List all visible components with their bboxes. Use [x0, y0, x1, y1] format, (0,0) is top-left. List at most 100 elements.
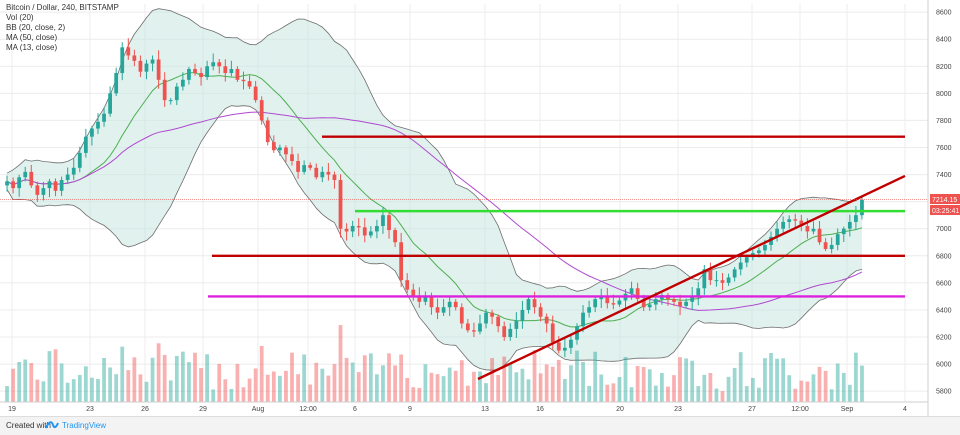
- candle-body: [405, 280, 410, 290]
- candle-body: [835, 234, 840, 245]
- created-with-label: Created with: [6, 421, 51, 430]
- volume-bar: [108, 367, 112, 402]
- symbol-title[interactable]: Bitcoin / Dollar, 240, BITSTAMP: [6, 3, 119, 12]
- volume-bar: [168, 380, 173, 402]
- volume-bar: [120, 346, 125, 402]
- time-axis[interactable]: 19 23 26 29 Aug 12:00 6 9 13 16 20 23 27 12:00 Sep 4: [0, 401, 928, 413]
- candle-body: [59, 179, 64, 191]
- legend-vol[interactable]: Vol (20): [6, 13, 34, 22]
- candle-body: [490, 312, 494, 317]
- price-tick-label: 6000: [936, 362, 952, 369]
- candle-body: [860, 199, 864, 216]
- volume-bar: [71, 379, 76, 402]
- price-tick-label: 7600: [936, 145, 952, 152]
- candle-body: [514, 320, 519, 329]
- legend-bb[interactable]: BB (20, close, 2): [6, 23, 66, 32]
- candle-body: [144, 63, 149, 72]
- candle-body: [744, 257, 749, 263]
- legend-ma13[interactable]: MA (13, close): [6, 43, 58, 52]
- volume-bar: [278, 375, 282, 402]
- candle-body: [435, 307, 440, 313]
- candle-body: [199, 73, 203, 78]
- time-tick-label: 23: [86, 406, 94, 413]
- candle-body: [332, 174, 337, 180]
- volume-bar: [587, 385, 591, 402]
- price-tick-label: 6200: [936, 335, 952, 342]
- candle-body: [562, 347, 567, 351]
- candle-body: [211, 62, 216, 67]
- volume-bar: [429, 372, 434, 402]
- price-tick-label: 7800: [936, 118, 952, 125]
- time-tick-label: 23: [674, 406, 682, 413]
- volume-bar: [265, 374, 270, 402]
- volume-bar: [478, 371, 482, 402]
- volume-bar: [793, 388, 798, 402]
- volume-bar: [65, 382, 70, 402]
- candle-body: [259, 100, 264, 121]
- bar-countdown-label: 03:25:41: [932, 208, 959, 215]
- volume-bar: [811, 374, 816, 402]
- volume-bar: [459, 360, 464, 402]
- candle-body: [793, 219, 798, 221]
- candle-body: [605, 296, 610, 304]
- tradingview-brand[interactable]: TradingView: [62, 421, 107, 430]
- volume-bar: [726, 376, 731, 402]
- time-tick-label: 4: [903, 406, 907, 413]
- bb-upper-line: [6, 8, 863, 292]
- volume-bar: [490, 358, 494, 402]
- volume-bar: [241, 387, 246, 402]
- candle-body: [168, 100, 173, 102]
- volume-bar: [514, 372, 519, 402]
- candle-body: [841, 228, 846, 235]
- candle-body: [47, 181, 52, 189]
- candle-body: [817, 228, 822, 243]
- candle-body: [599, 296, 604, 300]
- volume-bar: [138, 374, 143, 402]
- volume-bar: [399, 354, 404, 402]
- candle-body: [672, 299, 676, 302]
- candle-body: [83, 136, 88, 153]
- candle-body: [326, 171, 331, 175]
- candle-body: [96, 121, 100, 129]
- candle-body: [720, 280, 725, 283]
- volume-bar: [569, 365, 573, 402]
- volume-bar: [781, 358, 786, 402]
- candle-body: [11, 181, 15, 189]
- volume-bar: [23, 359, 28, 402]
- price-tick-label: 8600: [936, 10, 952, 17]
- candle-body: [805, 226, 810, 232]
- volume-bar: [817, 366, 822, 402]
- candle-body: [247, 81, 252, 87]
- candle-body: [569, 339, 573, 348]
- candle-body: [387, 215, 391, 231]
- price-tick-label: 8000: [936, 91, 952, 98]
- legend-ma50[interactable]: MA (50, close): [6, 33, 58, 42]
- drawn-levels[interactable]: [0, 135, 928, 381]
- candle-body: [102, 113, 106, 122]
- candle-body: [344, 228, 349, 232]
- volume-bar: [757, 387, 761, 402]
- volume-bar: [544, 364, 549, 402]
- candle-body: [126, 47, 131, 56]
- time-tick-label: 27: [748, 406, 756, 413]
- candle-body: [17, 177, 22, 189]
- volume-bar: [235, 363, 240, 402]
- volume-bar: [690, 360, 695, 402]
- moving-averages: [6, 72, 863, 328]
- price-tick-label: 7000: [936, 226, 952, 233]
- volume-bar: [678, 357, 682, 402]
- candle-body: [271, 142, 276, 151]
- volume-bar: [799, 380, 804, 402]
- volume-bar: [732, 367, 737, 402]
- ma50-line: [6, 111, 863, 311]
- time-tick-label: Aug: [252, 406, 265, 413]
- candle-body: [314, 167, 319, 178]
- time-tick-label: Sep: [841, 406, 854, 413]
- candle-body: [393, 230, 397, 243]
- candle-body: [138, 60, 143, 72]
- candle-body: [381, 215, 385, 227]
- trend-line[interactable]: [477, 174, 906, 381]
- candle-body: [174, 86, 179, 101]
- volume-bar: [29, 363, 34, 402]
